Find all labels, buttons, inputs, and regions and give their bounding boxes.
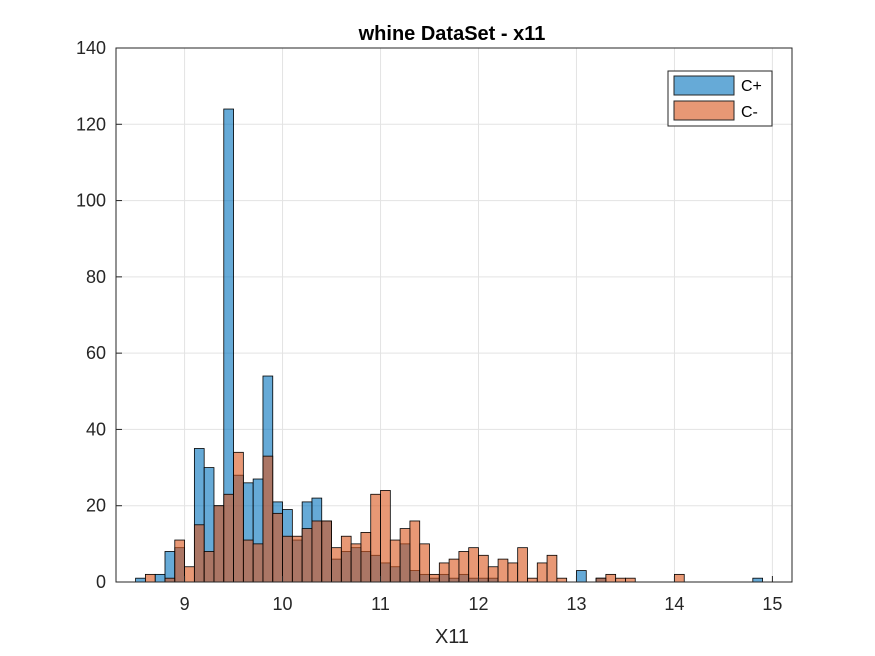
y-tick-label: 20 [86,496,106,516]
histogram-bar [242,539,254,583]
histogram-bar [223,493,234,583]
histogram-bar [625,577,636,583]
histogram-bar [605,573,617,583]
histogram-bar [144,573,156,583]
histogram-bar [135,577,146,583]
histogram-bar [340,535,352,583]
histogram-bar [595,577,607,583]
histogram-bar [478,554,489,583]
histogram-bar [262,455,274,583]
histogram-bar [360,532,372,583]
plot-background [116,48,792,582]
histogram-bar [468,547,479,583]
x-tick-label: 13 [566,594,586,614]
histogram-bar [546,554,558,583]
histogram-bar [370,493,381,583]
histogram-bar [272,512,283,583]
histogram-bar [389,539,401,583]
histogram-bar [184,566,195,583]
histogram-bar [380,490,391,583]
x-tick-label: 14 [664,594,684,614]
legend-swatch-c-plus [673,75,735,96]
legend: C+ C- [667,70,773,127]
histogram-bar [615,577,626,583]
x-tick-label: 12 [468,594,488,614]
histogram-bar [527,577,538,583]
histogram-bar [576,570,587,583]
histogram-bar [497,558,509,583]
x-axis-label: X11 [435,626,469,648]
chart-title: whine DataSet - x11 [358,23,546,45]
histogram-bar [536,562,548,583]
plot-frame [115,47,793,583]
histogram-bar [438,562,450,583]
histogram-bar [487,566,499,583]
histogram-bar [507,562,519,583]
histogram-bar [752,577,764,583]
histogram-bar [674,573,685,583]
histogram-bar [233,451,244,583]
histogram-bar [458,551,470,583]
axes [115,47,793,583]
histogram-bar [301,528,313,583]
histogram-bar [399,528,411,583]
histogram-bar [429,573,440,583]
y-tick-label: 0 [96,572,106,592]
histogram-bar [409,520,421,583]
legend-label-c-plus: C+ [741,78,762,95]
histogram-bar [213,505,225,583]
histogram-bar [174,539,185,583]
y-tick-label: 140 [76,38,106,58]
y-tick-label: 60 [86,343,106,363]
histogram-bar [193,524,205,583]
tick-labels: 9 10 11 12 13 14 15 0 20 40 60 80 100 120 140 [76,38,782,614]
histogram-bar [350,543,362,583]
histogram-bar [517,547,528,583]
histogram-bar [448,558,460,583]
histogram-bar [154,573,166,583]
histogram-bar [556,577,568,583]
histogram-bar [252,543,264,583]
y-tick-label: 40 [86,419,106,439]
histogram-bar [331,547,342,583]
x-tick-label: 15 [762,594,782,614]
histogram-bar [203,551,215,583]
legend-swatch-c-minus [673,100,735,121]
histogram-bar [419,543,430,583]
histogram-bar [291,535,303,583]
legend-label-c-minus: C- [741,104,758,121]
histogram-bar [321,520,332,583]
x-tick-label: 11 [371,594,390,614]
histogram-bar [282,535,293,583]
histogram-bar [164,577,176,583]
histogram-bars [135,108,764,583]
x-tick-label: 9 [180,594,190,614]
y-tick-label: 120 [76,114,106,134]
x-tick-label: 10 [273,594,293,614]
histogram-bar [311,520,323,583]
histogram-bar [164,551,176,583]
y-tick-label: 100 [76,191,106,211]
y-tick-label: 80 [86,267,106,287]
